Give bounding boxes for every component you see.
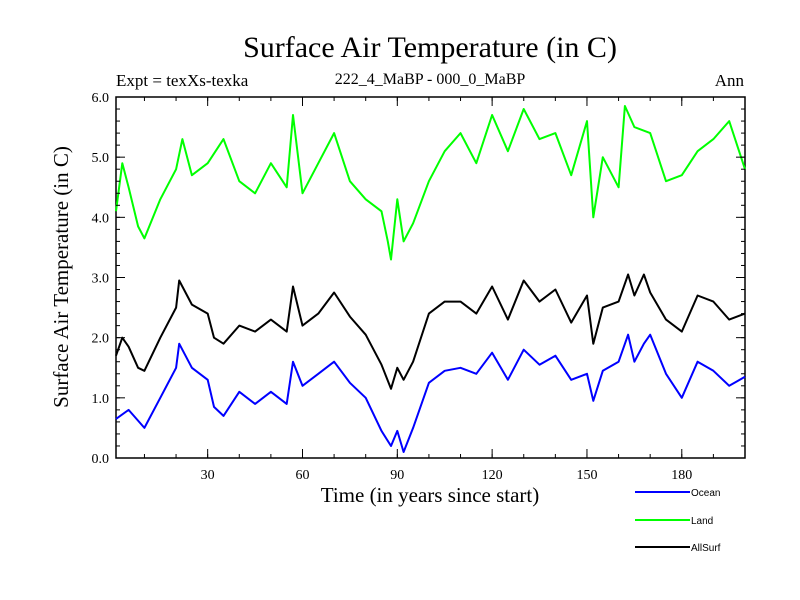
x-tick-label: 90: [390, 468, 404, 483]
y-tick-label: 4.0: [92, 211, 110, 226]
chart-title: Surface Air Temperature (in C): [243, 31, 617, 64]
comparison-label: 222_4_MaBP - 000_0_MaBP: [335, 71, 526, 88]
legend-label-ocean: Ocean: [691, 488, 720, 499]
series-line-allsurf: [115, 273, 746, 390]
y-tick-label: 0.0: [92, 452, 110, 467]
axes: [115, 96, 746, 459]
experiment-label: Expt = texXs-texka: [116, 71, 249, 90]
x-tick-label: 120: [482, 468, 503, 483]
x-tick-label: 180: [671, 468, 692, 483]
y-tick-label: 1.0: [92, 392, 110, 407]
series-line-ocean: [115, 333, 746, 453]
series-line-land: [115, 105, 746, 261]
tick-labels: 0.0 1.0 2.0 3.0 4.0 5.0 6.0 30 60 90 120 150 180: [92, 91, 693, 483]
y-tick-label: 3.0: [92, 272, 110, 287]
season-label: Ann: [715, 71, 745, 90]
plot-frame: [115, 96, 746, 459]
legend: Ocean Land AllSurf: [635, 488, 721, 554]
y-tick-label: 5.0: [92, 151, 110, 166]
y-tick-label: 6.0: [92, 91, 110, 106]
series-lines: [115, 105, 746, 453]
y-axis-label: Surface Air Temperature (in C): [49, 146, 73, 408]
y-tick-label: 2.0: [92, 332, 110, 347]
tick-marks: [116, 96, 745, 459]
legend-label-land: Land: [691, 516, 713, 527]
x-tick-label: 150: [576, 468, 597, 483]
x-tick-label: 30: [201, 468, 215, 483]
legend-label-allsurf: AllSurf: [691, 543, 721, 554]
x-axis-label: Time (in years since start): [321, 483, 540, 507]
x-tick-label: 60: [295, 468, 309, 483]
